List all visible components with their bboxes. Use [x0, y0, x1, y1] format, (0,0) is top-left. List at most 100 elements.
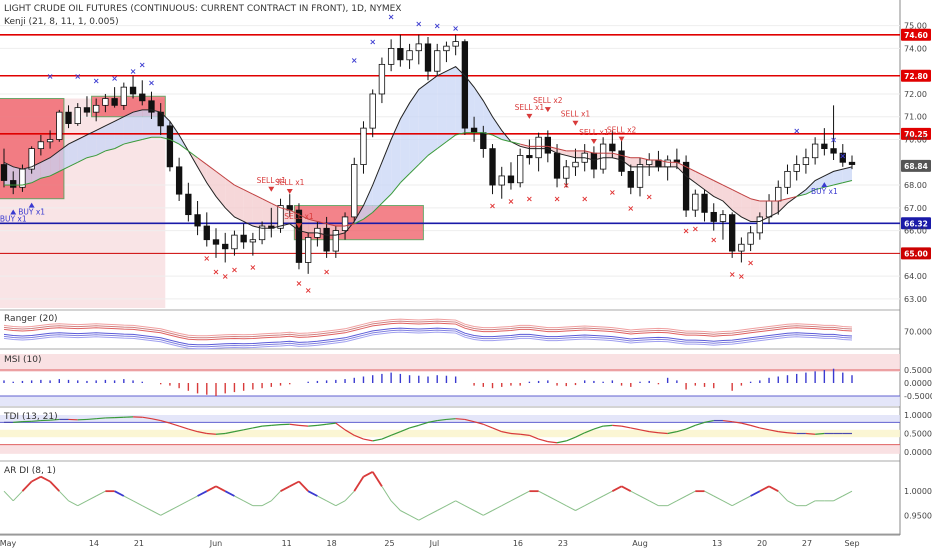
candle-body [710, 211, 717, 222]
ema-slow-segment [492, 134, 502, 140]
tdi-segment [556, 440, 567, 444]
candle-body [434, 50, 441, 72]
sell-x-mark: × [526, 195, 533, 204]
ema-slow-segment [49, 170, 60, 177]
ema-slow-segment [22, 182, 32, 186]
buy-signal-label: BUY x1 [0, 214, 27, 223]
candle-body [544, 136, 551, 154]
tdi-segment [630, 427, 641, 431]
price-tick-label: 75.00 [904, 22, 927, 31]
candle-body [369, 93, 376, 129]
cloud-segment [566, 150, 576, 158]
ardi-segment [224, 490, 235, 497]
candle-body [526, 155, 533, 159]
ema-slow-segment [427, 148, 438, 156]
ema-slow-segment [224, 177, 235, 186]
sell-x-mark: × [609, 188, 616, 197]
time-tick-label: 18 [327, 539, 337, 548]
ardi-segment [58, 490, 69, 502]
tdi-segment [704, 419, 714, 423]
tdi-mid-zone [0, 429, 900, 438]
ardi-segment [243, 500, 254, 507]
candle-body [535, 136, 542, 159]
buy-x-mark: × [47, 72, 54, 81]
cloud-segment [750, 198, 760, 222]
ema-slow-segment [676, 161, 687, 168]
candle-body [655, 159, 662, 168]
level-tag [901, 159, 931, 172]
ardi-segment [464, 505, 475, 511]
candle-body [212, 239, 220, 245]
ema-slow-segment [612, 152, 622, 156]
ranger-upper-line [3, 322, 853, 341]
ardi-segment [280, 485, 291, 492]
buy-x-mark: × [130, 67, 137, 76]
cloud-segment [520, 144, 530, 149]
ardi-segment [455, 500, 466, 507]
tdi-segment [225, 431, 235, 435]
ema-slow-segment [95, 150, 106, 156]
ardi-segment [123, 495, 134, 502]
tdi-segment [418, 421, 429, 426]
ema-slow-segment [344, 223, 355, 227]
candle-body [765, 200, 773, 218]
indicator-label: Kenji (21, 8, 11, 1, 0.005) [4, 17, 119, 27]
ema-slow-segment [584, 150, 595, 154]
ranger-upper-line [3, 320, 853, 339]
candle-body [351, 164, 358, 218]
cloud-segment [372, 162, 382, 213]
price-tick-label: 67.00 [904, 204, 927, 213]
candle-body [848, 161, 856, 165]
tdi-segment [621, 425, 631, 429]
ardi-segment [446, 500, 456, 507]
buy-x-mark: × [111, 74, 118, 83]
ema-slow-segment [142, 136, 152, 140]
tdi-segment [685, 424, 696, 430]
sell-signal-label: SELL x2 [533, 96, 563, 105]
ema-slow-segment [731, 189, 742, 195]
ema-slow-segment [354, 218, 364, 225]
cloud-segment [409, 89, 419, 174]
tdi-segment [778, 431, 788, 434]
ardi-segment [381, 486, 392, 502]
candle-body [120, 86, 127, 106]
price-tick-label: 74.00 [904, 44, 927, 53]
tdi-segment [151, 418, 161, 422]
level-tag-label: 72.80 [904, 72, 928, 81]
sell-x-mark: × [646, 192, 653, 201]
ardi-segment [648, 500, 659, 507]
ardi-segment [215, 485, 226, 492]
tdi-tick-label: 0.0000 [904, 448, 932, 457]
ema-slow-segment [372, 202, 383, 213]
level-tag-label: 70.25 [904, 130, 928, 139]
tdi-segment [538, 438, 548, 443]
ardi-segment [86, 495, 97, 502]
ema-slow-segment [722, 184, 733, 191]
time-tick-label: Jul [429, 539, 440, 548]
ema-slow-segment [215, 170, 226, 179]
tdi-segment [317, 423, 327, 426]
sell-x-mark: × [729, 270, 736, 279]
ema-slow-segment [86, 154, 97, 159]
ardi-segment [510, 495, 521, 502]
buy-x-mark: × [839, 151, 846, 160]
time-tick-label: 20 [757, 539, 767, 548]
time-tick-label: Jun [209, 539, 223, 548]
ema-slow-segment [289, 209, 300, 216]
ardi-segment [3, 490, 14, 502]
ema-slow-segment [436, 141, 447, 150]
cloud-segment [363, 185, 373, 220]
candle-body [148, 100, 155, 113]
ardi-segment [206, 485, 217, 492]
ardi-segment [151, 510, 161, 516]
tdi-segment [243, 427, 253, 431]
level-tag-label: 65.00 [904, 249, 928, 258]
tdi-segment [363, 438, 373, 442]
buy-x-mark: × [148, 79, 155, 88]
sell-arrow [526, 113, 533, 119]
ema-slow-segment [501, 139, 512, 143]
candle-body [839, 152, 846, 163]
candle-body [360, 127, 367, 165]
cloud-segment [225, 178, 235, 217]
sell-x-mark: × [305, 286, 312, 295]
